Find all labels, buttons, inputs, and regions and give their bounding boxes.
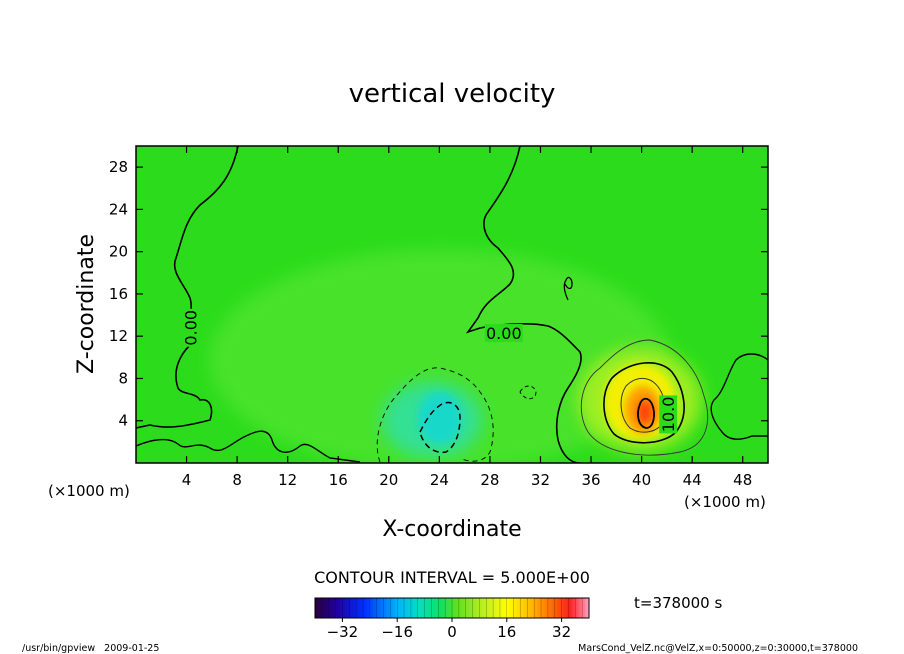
x-unit-label-left: (×1000 m) [48, 482, 130, 500]
contour-interval-label: CONTOUR INTERVAL = 5.000E+00 [314, 568, 590, 587]
x-tick-label: 48 [733, 471, 752, 489]
colorbar-tick-label: −16 [381, 623, 413, 641]
y-tick-label: 8 [118, 369, 128, 387]
x-tick-label: 12 [278, 471, 297, 489]
field-light-region [210, 250, 670, 463]
x-tick-label: 8 [232, 471, 242, 489]
colorbar-tick-label: 16 [497, 623, 516, 641]
y-tick-label: 4 [118, 412, 128, 430]
y-tick-label: 16 [109, 285, 128, 303]
x-axis: 4 8 12 16 20 24 28 32 36 40 44 48 [182, 146, 752, 489]
contour-label-bg [181, 308, 200, 347]
updraft-peak-shading [637, 400, 653, 424]
contour-label-bg [659, 395, 678, 434]
colorbar-tick-label: 32 [552, 623, 571, 641]
negative-contour-small [519, 385, 537, 400]
x-tick-label: 44 [683, 471, 702, 489]
y-axis: 4 8 12 16 20 24 28 [109, 158, 768, 430]
x-tick-label: 24 [430, 471, 449, 489]
y-tick-label: 24 [109, 200, 128, 218]
x-tick-label: 32 [531, 471, 550, 489]
contour-label: 10.0 [659, 397, 678, 433]
x-tick-label: 36 [581, 471, 600, 489]
footer-left: /usr/bin/gpview 2009-01-25 [22, 643, 159, 654]
contour-labels: 0.00 0.00 10.0 [181, 308, 678, 434]
x-axis-title: X-coordinate [382, 517, 521, 542]
plot-frame [135, 145, 769, 464]
x-tick-label: 28 [480, 471, 499, 489]
contour-label: 0.00 [181, 310, 200, 346]
footer-right: MarsCond_VelZ.nc@VelZ,x=0:50000,z=0:3000… [578, 643, 858, 654]
x-unit-label-right: (×1000 m) [684, 493, 766, 511]
contour-label: 0.00 [486, 324, 522, 343]
x-tick-label: 4 [182, 471, 192, 489]
y-tick-label: 28 [109, 158, 128, 176]
colorbar: −32 −16 0 16 32 [314, 597, 590, 641]
five-contour [580, 339, 709, 456]
time-label: t=378000 s [634, 594, 722, 612]
negative-contour-inner [419, 401, 461, 454]
x-tick-label: 20 [379, 471, 398, 489]
x-tick-label: 40 [632, 471, 651, 489]
y-tick-label: 12 [109, 327, 128, 345]
zero-contour-right [710, 353, 768, 440]
twenty-contour [637, 397, 655, 429]
zero-contour-small-loop [563, 276, 573, 301]
colorbar-tick-label: 0 [447, 623, 457, 641]
plot-field [136, 146, 768, 463]
negative-contour-outer [376, 367, 494, 463]
zero-contour-lower-left [136, 430, 361, 463]
y-tick-label: 20 [109, 243, 128, 261]
y-axis-title: Z-coordinate [74, 234, 99, 374]
chart-title: vertical velocity [349, 79, 556, 109]
colorbar-tick-label: −32 [327, 623, 359, 641]
contour-label-bg [484, 324, 523, 343]
x-tick-label: 16 [329, 471, 348, 489]
downdraft-core-shading [418, 392, 462, 444]
